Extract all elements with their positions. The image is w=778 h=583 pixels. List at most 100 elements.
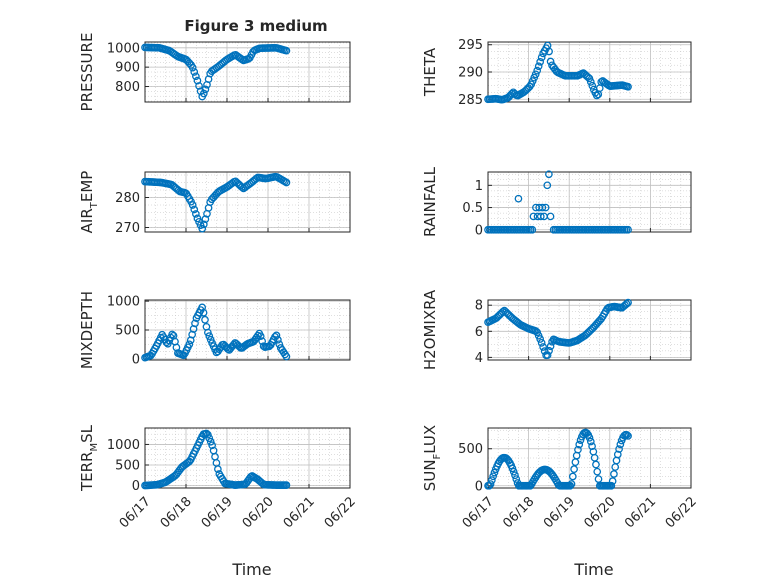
data-point: [546, 212, 555, 221]
y-axis-label: THETA: [421, 47, 439, 97]
y-tick-label: 0: [475, 479, 483, 494]
y-label-subscript: T: [89, 201, 100, 209]
data-point: [588, 81, 597, 90]
data-point: [256, 332, 265, 341]
data-point: [190, 68, 199, 76]
data-point: [206, 437, 215, 446]
y-axis-label: H2OMIXRA: [421, 289, 439, 370]
y-tick-label: 1000: [107, 41, 140, 56]
data-point: [275, 340, 284, 349]
data-point: [536, 58, 545, 66]
y-tick-label: 500: [115, 458, 140, 473]
data-point: [204, 430, 212, 439]
data-point: [274, 335, 282, 344]
y-label-part: SL: [78, 424, 96, 443]
data-point: [486, 480, 495, 488]
y-tick-label: 6: [475, 325, 483, 340]
x-tick-label: 06/22: [663, 494, 700, 531]
data-point: [613, 450, 622, 459]
data-point: [205, 434, 214, 443]
y-tick-label: 900: [115, 61, 140, 76]
y-label-part: EMP: [78, 171, 96, 202]
y-tick-label: 4: [475, 351, 483, 366]
y-label-part: TERR: [78, 452, 96, 493]
data-point: [205, 332, 214, 341]
data-point: [574, 445, 582, 454]
x-tick-label: 06/18: [158, 494, 195, 531]
y-tick-label: 280: [115, 191, 140, 206]
y-tick-label: 1000: [107, 438, 140, 453]
data-point: [199, 220, 208, 229]
data-point: [512, 475, 521, 483]
data-point: [543, 181, 552, 190]
data-point: [622, 430, 631, 439]
data-point: [546, 57, 555, 66]
axes-box: [144, 41, 351, 103]
x-tick-label: 06/17: [460, 494, 497, 531]
data-point: [529, 212, 538, 221]
data-point: [607, 481, 616, 490]
subplot-4: 0 0.5 1 RAINFALL: [421, 166, 692, 238]
y-tick-label: 295: [458, 38, 483, 53]
data-point: [195, 82, 203, 90]
y-tick-label: 500: [458, 442, 483, 457]
data-point: [488, 476, 496, 484]
subplot-5: 0 500 1000 MIXDEPTH: [78, 291, 351, 369]
subplot-8: 0 500 06/17 06/18 06/19 06/20 06/21 06/22 SUNFLU…: [421, 425, 700, 532]
data-point: [571, 458, 580, 466]
data-point: [511, 471, 519, 480]
data-point: [622, 300, 631, 308]
data-point: [545, 346, 553, 355]
data-point: [199, 308, 208, 317]
data-point: [615, 445, 623, 453]
y-axis-label: AIRTEMP: [78, 171, 100, 234]
data-point: [282, 178, 291, 187]
x-tick-label: 06/18: [500, 494, 537, 531]
data-point: [538, 203, 547, 212]
data-point: [568, 472, 577, 481]
data-point: [509, 467, 518, 476]
subplot-3: 270 280 AIRTEMP: [78, 171, 351, 236]
data-point: [534, 62, 543, 71]
data-point: [238, 183, 246, 192]
axes-box: [144, 427, 351, 489]
y-axis-label: SUNFLUX: [421, 425, 443, 491]
data-point: [567, 480, 576, 488]
subplot-7: 0 500 1000 06/17 06/18 06/19 06/20 06/21 06/22 TE…: [78, 424, 359, 531]
data-point: [201, 85, 210, 94]
y-tick-label: 0: [132, 352, 140, 367]
x-tick-label: 06/21: [281, 494, 318, 531]
data-point: [537, 53, 546, 62]
data-point: [585, 433, 594, 442]
data-point: [531, 70, 540, 79]
data-point: [211, 452, 219, 461]
figure-title: Figure 3 medium: [184, 17, 327, 35]
data-point: [536, 335, 545, 343]
data-point: [616, 440, 625, 449]
data-point: [541, 203, 550, 212]
x-tick-label: 06/19: [541, 494, 578, 531]
y-axis-label: MIXDEPTH: [78, 291, 96, 369]
data-point: [489, 472, 497, 481]
data-point: [168, 330, 176, 339]
x-tick-label: 06/20: [582, 494, 619, 531]
data-point: [185, 340, 194, 349]
x-tick-label: 06/19: [199, 494, 236, 531]
data-point: [575, 440, 584, 449]
y-tick-label: 1000: [107, 295, 140, 310]
subplot-2: 285 290 295 THETA: [421, 38, 692, 108]
data-point: [490, 468, 499, 477]
axes-box: [487, 299, 692, 361]
data-point: [592, 91, 601, 100]
y-tick-label: 290: [458, 66, 483, 81]
subplot-6: 4 6 8 H2OMIXRA: [421, 289, 692, 370]
data-point: [193, 76, 202, 85]
y-tick-label: 800: [115, 80, 140, 95]
x-axis-label-right: Time: [573, 560, 613, 579]
y-tick-label: 270: [115, 221, 140, 236]
data-point: [585, 74, 594, 83]
y-label-part: LUX: [421, 425, 439, 454]
y-label-part: SUN: [421, 459, 439, 491]
y-label-subscript: M: [89, 443, 100, 452]
data-point: [624, 298, 632, 307]
